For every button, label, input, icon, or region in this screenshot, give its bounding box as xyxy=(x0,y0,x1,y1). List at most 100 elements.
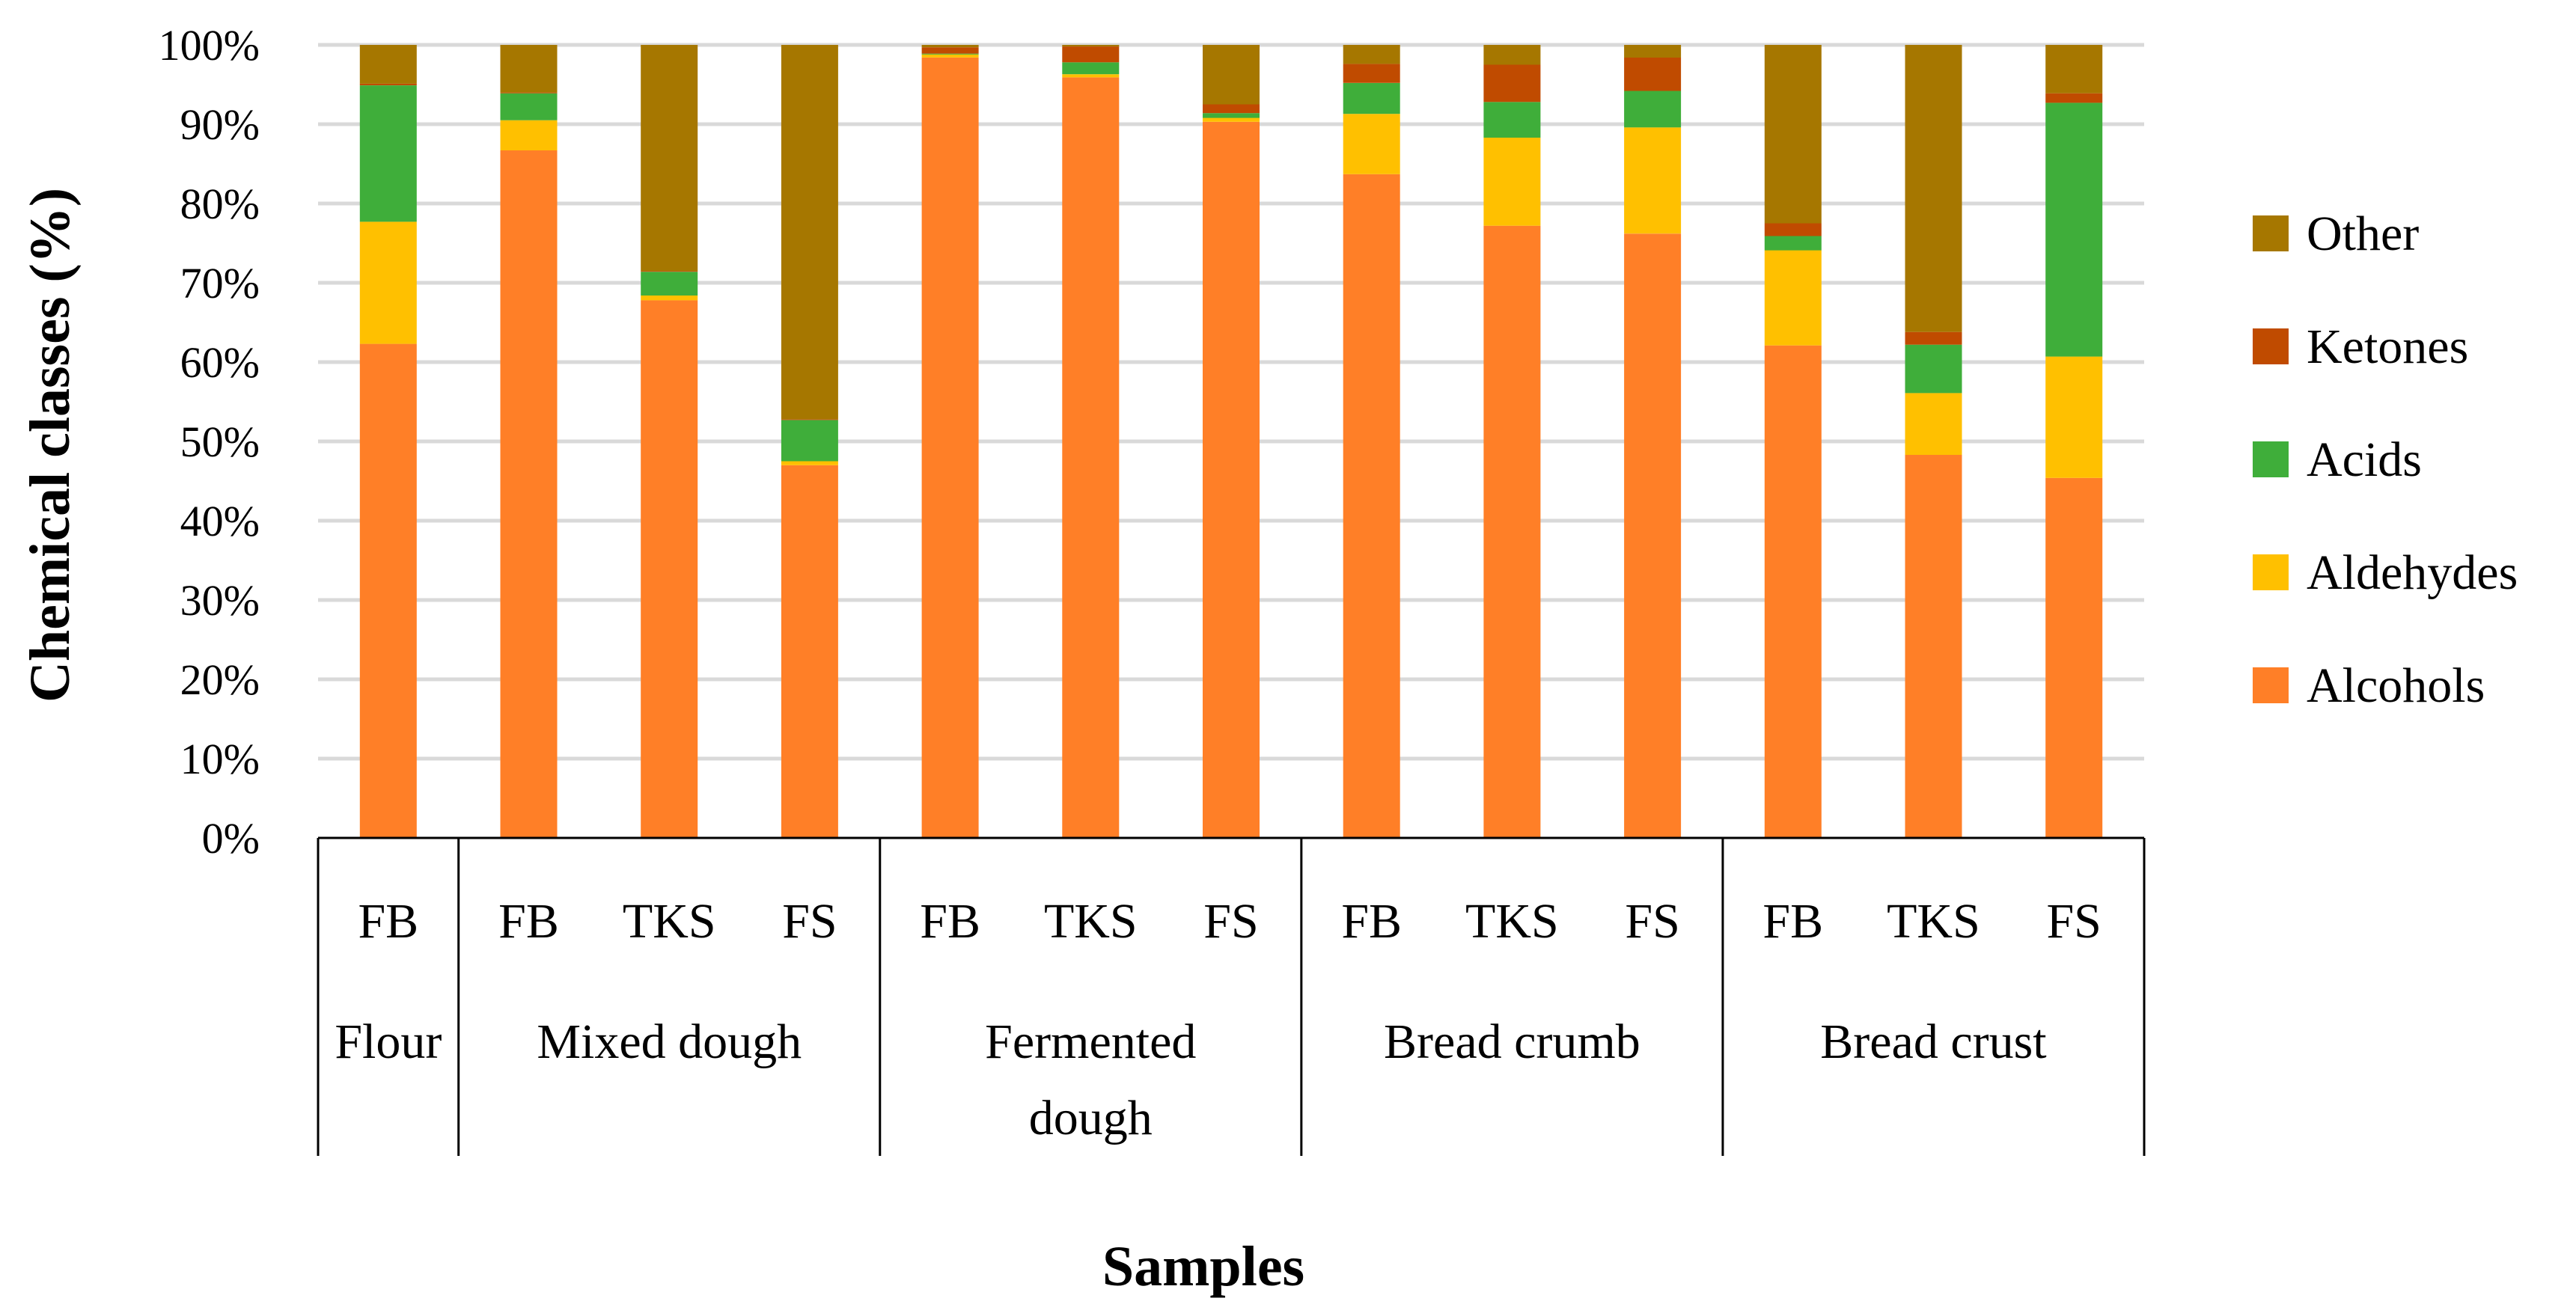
bar-segment-alcohols xyxy=(781,465,838,838)
axes: 0% 10% 20% 30% 40% 50% 60% 70% 80% 90% 100% FB FB TKS… xyxy=(159,21,2146,1156)
bar-segment-aldehydes xyxy=(781,461,838,465)
bar-segment-alcohols xyxy=(921,58,979,838)
bar-segment-aldehydes xyxy=(921,54,979,58)
x-tick-label: FB xyxy=(920,894,980,949)
bar-segment-acids xyxy=(2045,102,2103,357)
bar-segment-other xyxy=(641,45,698,272)
bar-segment-acids xyxy=(1343,82,1400,114)
x-tick-label: TKS xyxy=(1465,894,1559,949)
bar-segment-alcohols xyxy=(2045,477,2103,838)
bar-segment-alcohols xyxy=(359,343,417,839)
bar-segment-alcohols xyxy=(1624,233,1682,838)
legend-label-acids: Acids xyxy=(2307,432,2422,487)
y-tick-label: 10% xyxy=(180,735,260,783)
bar-segment-ketones xyxy=(781,419,838,420)
y-tick-label: 30% xyxy=(180,576,260,625)
bar-segment-other xyxy=(1062,45,1120,47)
bar-segment-acids xyxy=(500,93,558,120)
bar-segment-other xyxy=(1624,45,1682,58)
y-tick-label: 70% xyxy=(180,259,260,307)
y-tick-label: 80% xyxy=(180,180,260,228)
bar-segment-ketones xyxy=(1062,46,1120,63)
group-label: Bread crust xyxy=(1820,1014,2046,1069)
x-tick-label: FS xyxy=(2046,894,2101,949)
group-label: Fermented xyxy=(985,1014,1196,1069)
x-axis-title: Samples xyxy=(1102,1235,1304,1298)
x-tick-label: FS xyxy=(782,894,837,949)
bar-segment-acids xyxy=(1905,344,1962,394)
bar-segment-other xyxy=(500,45,558,93)
legend-swatch-aldehydes xyxy=(2253,554,2289,590)
legend-swatch-acids xyxy=(2253,441,2289,477)
bar-segment-acids xyxy=(781,420,838,462)
legend: Other Ketones Acids Aldehydes Alcohols xyxy=(2253,206,2518,713)
bar-segment-alcohols xyxy=(500,150,558,838)
legend-swatch-other xyxy=(2253,215,2289,251)
bar-segment-aldehydes xyxy=(1764,250,1822,346)
bar-segment-alcohols xyxy=(641,300,698,838)
bar-segment-aldehydes xyxy=(641,296,698,301)
bar-segment-alcohols xyxy=(1203,121,1260,839)
bar-segment-acids xyxy=(1764,236,1822,251)
legend-label-alcohols: Alcohols xyxy=(2307,658,2485,713)
bar-segment-ketones xyxy=(1764,223,1822,236)
legend-label-other: Other xyxy=(2307,206,2419,261)
bar-segment-other xyxy=(1343,45,1400,64)
y-tick-label: 100% xyxy=(159,21,260,70)
bar-segment-ketones xyxy=(1343,64,1400,83)
legend-label-aldehydes: Aldehydes xyxy=(2307,545,2518,600)
bar-segment-ketones xyxy=(1624,58,1682,91)
bar-segment-acids xyxy=(359,85,417,222)
bar-segment-acids xyxy=(1203,113,1260,118)
x-tick-label: FB xyxy=(1341,894,1402,949)
x-tick-label: FB xyxy=(498,894,559,949)
bar-segment-other xyxy=(359,45,417,84)
legend-swatch-alcohols xyxy=(2253,667,2289,703)
bar-segment-alcohols xyxy=(1343,174,1400,839)
bar-segment-ketones xyxy=(1203,104,1260,114)
y-tick-label: 60% xyxy=(180,338,260,387)
group-label: Mixed dough xyxy=(537,1014,802,1069)
legend-swatch-ketones xyxy=(2253,328,2289,364)
bar-segment-other xyxy=(1483,45,1541,65)
y-tick-label: 40% xyxy=(180,497,260,545)
y-tick-label: 90% xyxy=(180,100,260,149)
x-tick-label: TKS xyxy=(1044,894,1138,949)
x-tick-label: FS xyxy=(1625,894,1679,949)
bars xyxy=(359,45,2103,839)
bar-segment-other xyxy=(1764,45,1822,224)
bar-segment-ketones xyxy=(359,83,417,85)
bar-segment-acids xyxy=(641,272,698,296)
bar-segment-other xyxy=(781,45,838,420)
bar-segment-ketones xyxy=(641,271,698,272)
bar-segment-ketones xyxy=(921,47,979,54)
bar-segment-acids xyxy=(1483,102,1541,138)
legend-label-ketones: Ketones xyxy=(2307,319,2468,374)
bar-segment-acids xyxy=(1062,62,1120,75)
x-tick-label: FB xyxy=(1762,894,1823,949)
x-tick-label: FS xyxy=(1203,894,1258,949)
y-tick-label: 50% xyxy=(180,417,260,466)
bar-segment-aldehydes xyxy=(1343,114,1400,174)
group-label: dough xyxy=(1029,1091,1153,1145)
bar-segment-aldehydes xyxy=(1483,138,1541,226)
bar-segment-other xyxy=(1203,45,1260,105)
bar-segment-alcohols xyxy=(1764,345,1822,838)
bar-segment-aldehydes xyxy=(359,221,417,344)
bar-segment-ketones xyxy=(2045,93,2103,103)
bar-segment-aldehydes xyxy=(1062,74,1120,78)
group-label: Bread crumb xyxy=(1384,1014,1640,1069)
bar-segment-acids xyxy=(1624,91,1682,128)
x-tick-label: FB xyxy=(358,894,418,949)
bar-segment-aldehydes xyxy=(2045,356,2103,478)
bar-segment-aldehydes xyxy=(1203,117,1260,122)
bar-segment-alcohols xyxy=(1905,455,1962,838)
bar-segment-aldehydes xyxy=(1905,393,1962,455)
bar-segment-ketones xyxy=(1905,331,1962,345)
bar-segment-other xyxy=(921,45,979,48)
bar-segment-acids xyxy=(921,53,979,55)
bar-segment-ketones xyxy=(1483,64,1541,102)
bar-segment-alcohols xyxy=(1483,225,1541,838)
y-tick-label: 20% xyxy=(180,655,260,704)
